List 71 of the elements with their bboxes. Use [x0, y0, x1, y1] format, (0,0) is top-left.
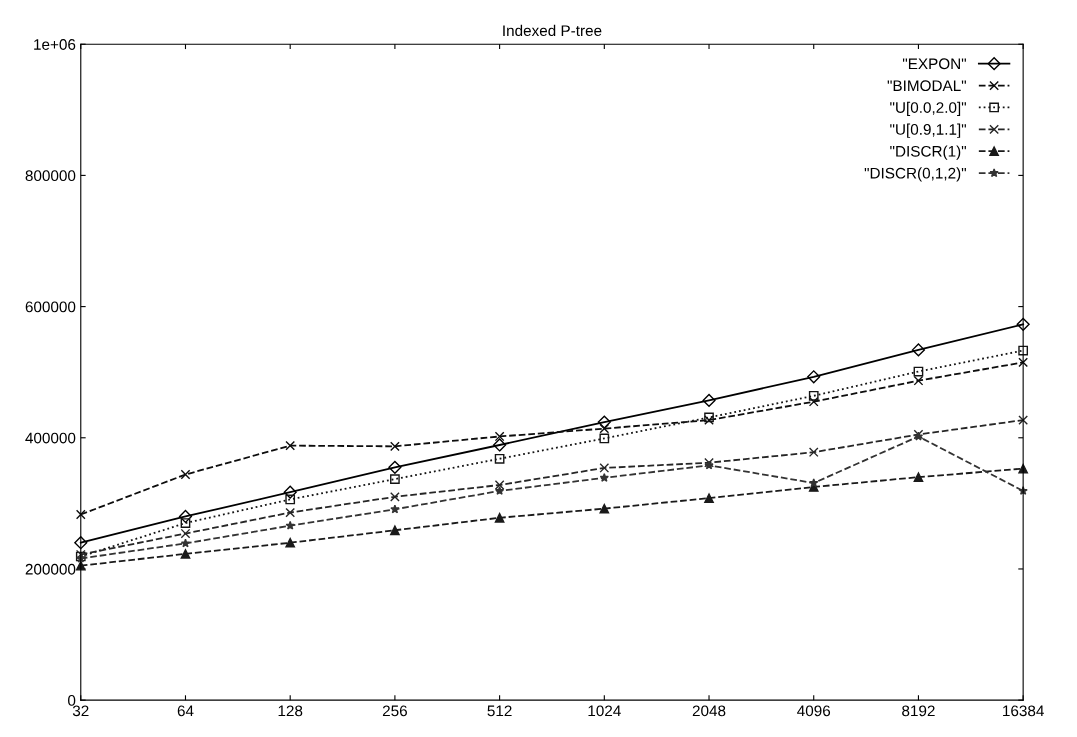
legend-label: "U[0.9,1.1]"	[890, 123, 966, 138]
legend-label: "DISCR(1)"	[890, 145, 966, 160]
legend-label: "U[0.0,2.0]"	[890, 101, 966, 116]
point	[494, 512, 505, 523]
y-tick-label: 1e+06	[34, 39, 76, 50]
point	[388, 460, 402, 474]
point	[390, 474, 400, 484]
point	[599, 503, 610, 514]
x-tick-label: 128	[278, 705, 303, 717]
x-tick-label: 32	[72, 705, 89, 717]
point	[808, 390, 819, 401]
x-tick-label: 64	[177, 705, 194, 717]
point	[1018, 345, 1029, 356]
point	[808, 447, 819, 458]
point	[1016, 317, 1030, 331]
point	[285, 520, 295, 530]
point	[283, 485, 297, 499]
y-tick-label: 800000	[25, 170, 76, 182]
point	[494, 431, 505, 442]
point	[808, 396, 819, 407]
point	[180, 518, 191, 528]
point	[599, 433, 610, 444]
point	[913, 366, 924, 377]
point	[599, 463, 610, 473]
point	[494, 486, 505, 495]
x-tick-label: 1024	[588, 705, 621, 717]
point	[75, 509, 86, 520]
x-tick-label: 16384	[1003, 705, 1044, 717]
point	[180, 469, 191, 480]
point	[599, 423, 610, 434]
point	[180, 538, 191, 548]
y-tick-label: 200000	[25, 563, 76, 575]
point	[704, 493, 714, 503]
point	[1018, 415, 1029, 425]
point	[390, 491, 400, 502]
legend-label: "DISCR(0,1,2)"	[864, 167, 966, 182]
point	[1018, 357, 1029, 368]
point	[285, 507, 296, 518]
y-tick-label: 600000	[25, 301, 76, 313]
point	[75, 560, 86, 571]
point	[390, 441, 400, 452]
point	[807, 370, 821, 384]
point	[702, 393, 716, 407]
point	[285, 537, 296, 548]
point	[911, 343, 926, 357]
x-tick-label: 8192	[902, 705, 935, 717]
x-tick-label: 512	[487, 705, 512, 717]
legend-label: "BIMODAL"	[887, 80, 966, 92]
y-tick-label: 0	[68, 695, 76, 706]
point	[809, 478, 819, 488]
chart-title: Indexed P-tree	[503, 24, 602, 37]
point	[494, 453, 505, 464]
point	[180, 528, 191, 539]
x-tick-label: 2048	[692, 705, 726, 717]
point	[493, 438, 507, 452]
y-tick-label: 400000	[25, 432, 76, 444]
point	[913, 472, 924, 482]
point	[599, 472, 609, 482]
x-tick-label: 256	[382, 705, 407, 717]
point	[285, 440, 296, 451]
point	[390, 525, 400, 536]
x-tick-label: 4096	[797, 705, 831, 717]
legend-label: "EXPON"	[902, 58, 966, 70]
point	[74, 536, 88, 550]
point	[597, 415, 611, 429]
point	[913, 375, 924, 386]
point	[285, 494, 296, 505]
point	[494, 480, 505, 490]
point	[390, 504, 400, 514]
point	[180, 549, 191, 559]
point	[178, 509, 193, 524]
